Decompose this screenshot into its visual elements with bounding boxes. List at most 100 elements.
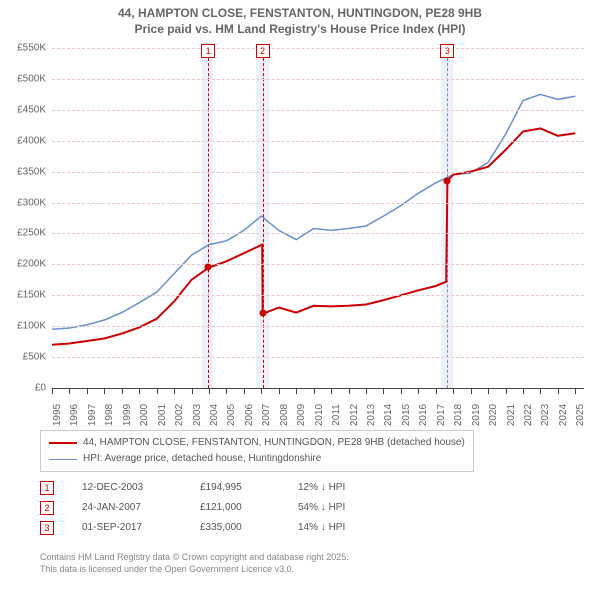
- line-svg: [52, 48, 584, 388]
- x-tick-label: 1997: [87, 404, 98, 426]
- x-tick-label: 2021: [506, 404, 517, 426]
- y-tick-label: £250K: [2, 228, 46, 239]
- x-tick-label: 2005: [226, 404, 237, 426]
- gridline: [52, 110, 584, 111]
- gridline: [52, 357, 584, 358]
- y-tick-label: £350K: [2, 166, 46, 177]
- x-tick-mark: [279, 388, 280, 394]
- sales-row-marker: 1: [40, 481, 54, 495]
- x-tick-mark: [401, 388, 402, 394]
- sales-row-price: £335,000: [200, 518, 270, 538]
- chart-container: 44, HAMPTON CLOSE, FENSTANTON, HUNTINGDO…: [0, 0, 600, 590]
- x-tick-mark: [157, 388, 158, 394]
- gridline: [52, 48, 584, 49]
- sales-row-date: 01-SEP-2017: [82, 518, 172, 538]
- x-tick-mark: [558, 388, 559, 394]
- sales-row-price: £194,995: [200, 478, 270, 498]
- y-tick-label: £150K: [2, 290, 46, 301]
- x-tick-mark: [383, 388, 384, 394]
- plot-area: £0£50K£100K£150K£200K£250K£300K£350K£400…: [52, 48, 584, 389]
- sale-point: [259, 310, 266, 317]
- x-tick-label: 1996: [69, 404, 80, 426]
- x-tick-label: 2009: [296, 404, 307, 426]
- gridline: [52, 172, 584, 173]
- x-tick-mark: [349, 388, 350, 394]
- legend-label-price-paid: 44, HAMPTON CLOSE, FENSTANTON, HUNTINGDO…: [83, 435, 465, 451]
- legend-item-hpi: HPI: Average price, detached house, Hunt…: [49, 451, 465, 467]
- x-tick-label: 2013: [366, 404, 377, 426]
- gridline: [52, 264, 584, 265]
- x-tick-mark: [209, 388, 210, 394]
- x-tick-mark: [506, 388, 507, 394]
- y-tick-label: £400K: [2, 135, 46, 146]
- sale-marker-box: 2: [256, 44, 270, 58]
- x-tick-mark: [523, 388, 524, 394]
- sales-row-marker: 2: [40, 501, 54, 515]
- y-tick-label: £200K: [2, 259, 46, 270]
- gridline: [52, 295, 584, 296]
- x-tick-mark: [192, 388, 193, 394]
- sales-row: 1 12-DEC-2003 £194,995 12% ↓ HPI: [40, 478, 378, 498]
- x-tick-mark: [331, 388, 332, 394]
- legend-label-hpi: HPI: Average price, detached house, Hunt…: [83, 451, 321, 467]
- x-tick-mark: [104, 388, 105, 394]
- gridline: [52, 141, 584, 142]
- x-tick-label: 2016: [418, 404, 429, 426]
- legend-item-price-paid: 44, HAMPTON CLOSE, FENSTANTON, HUNTINGDO…: [49, 435, 465, 451]
- gridline: [52, 79, 584, 80]
- x-tick-label: 2001: [157, 404, 168, 426]
- x-tick-label: 2006: [244, 404, 255, 426]
- x-tick-label: 2017: [436, 404, 447, 426]
- series-line: [52, 94, 575, 329]
- x-tick-label: 2018: [453, 404, 464, 426]
- x-tick-label: 2000: [139, 404, 150, 426]
- x-tick-mark: [87, 388, 88, 394]
- x-tick-label: 2019: [471, 404, 482, 426]
- x-tick-label: 2007: [261, 404, 272, 426]
- x-tick-label: 2020: [488, 404, 499, 426]
- gridline: [52, 326, 584, 327]
- x-tick-label: 2025: [575, 404, 586, 426]
- x-tick-mark: [244, 388, 245, 394]
- y-tick-label: £50K: [2, 352, 46, 363]
- gridline: [52, 233, 584, 234]
- x-tick-mark: [69, 388, 70, 394]
- sales-row-diff: 14% ↓ HPI: [298, 518, 378, 538]
- x-tick-mark: [453, 388, 454, 394]
- sales-row-diff: 12% ↓ HPI: [298, 478, 378, 498]
- series-line: [52, 128, 575, 344]
- sales-row-price: £121,000: [200, 498, 270, 518]
- x-tick-label: 1998: [104, 404, 115, 426]
- sale-point: [205, 264, 212, 271]
- x-tick-mark: [540, 388, 541, 394]
- attribution-line1: Contains HM Land Registry data © Crown c…: [40, 552, 349, 564]
- x-tick-mark: [436, 388, 437, 394]
- x-tick-mark: [471, 388, 472, 394]
- sales-row: 301-SEP-2017£335,00014% ↓ HPI: [40, 518, 378, 538]
- sales-row-date: 12-DEC-2003: [82, 478, 172, 498]
- sale-marker-box: 3: [440, 44, 454, 58]
- title-line1: 44, HAMPTON CLOSE, FENSTANTON, HUNTINGDO…: [0, 6, 600, 22]
- x-tick-mark: [418, 388, 419, 394]
- x-tick-label: 2008: [279, 404, 290, 426]
- y-tick-label: £300K: [2, 197, 46, 208]
- y-tick-label: £550K: [2, 43, 46, 54]
- title-line2: Price paid vs. HM Land Registry's House …: [0, 22, 600, 38]
- sales-table: 112-DEC-2003£194,99512% ↓ HPI224-JAN-200…: [40, 478, 378, 538]
- gridline: [52, 203, 584, 204]
- x-tick-mark: [122, 388, 123, 394]
- y-tick-label: £100K: [2, 321, 46, 332]
- x-tick-mark: [314, 388, 315, 394]
- x-tick-label: 2022: [523, 404, 534, 426]
- attribution: Contains HM Land Registry data © Crown c…: [40, 552, 349, 575]
- x-tick-label: 1999: [122, 404, 133, 426]
- x-tick-label: 2003: [192, 404, 203, 426]
- x-tick-mark: [366, 388, 367, 394]
- x-tick-mark: [296, 388, 297, 394]
- x-tick-label: 2010: [314, 404, 325, 426]
- x-tick-label: 2014: [383, 404, 394, 426]
- legend-swatch-hpi: [49, 459, 77, 460]
- legend-swatch-price-paid: [49, 442, 77, 444]
- x-tick-label: 1995: [52, 404, 63, 426]
- sale-marker-box: 1: [201, 44, 215, 58]
